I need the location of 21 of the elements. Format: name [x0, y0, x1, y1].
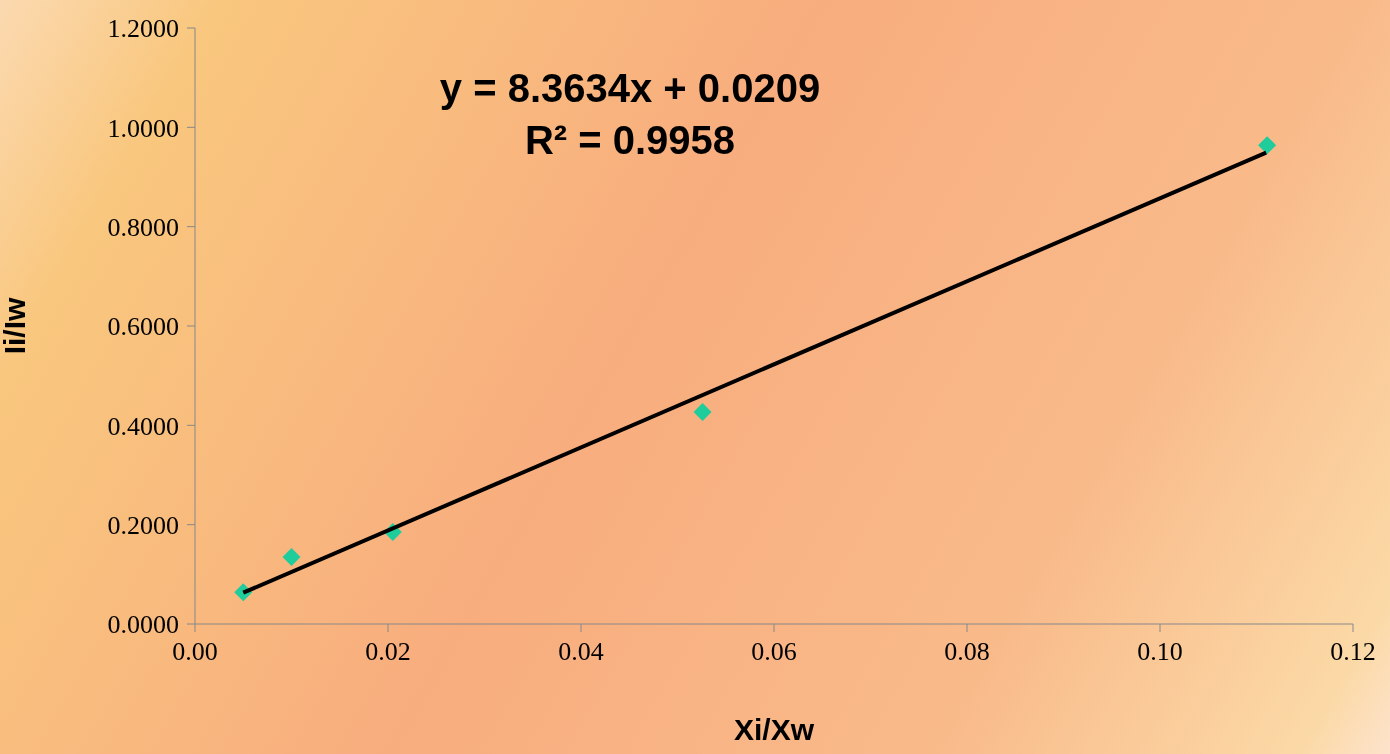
x-axis-title: Xi/Xw: [733, 713, 815, 746]
point: [1258, 136, 1277, 155]
y-tick-label: 1.2000: [107, 14, 179, 44]
y-tick-label: 0.6000: [107, 312, 179, 342]
x-tick-label: 0.04: [558, 637, 604, 667]
y-tick-label: 1.0000: [107, 113, 179, 143]
y-tick-label: 0.0000: [107, 610, 179, 640]
annotation: y = 8.3634x + 0.0209: [438, 65, 822, 112]
x-tick-label: 0.06: [751, 637, 797, 667]
x-tick-label: 0.02: [365, 637, 411, 667]
y-tick-label: 0.4000: [107, 411, 179, 441]
x-tick-label: 0.08: [944, 637, 990, 667]
annotation: R² = 0.9958: [523, 117, 737, 164]
x-tick-label: 0.10: [1137, 637, 1183, 667]
x-tick-label: 0.00: [172, 637, 218, 667]
point: [693, 402, 712, 421]
y-tick-label: 0.8000: [107, 212, 179, 242]
x-tick-label: 0.12: [1330, 637, 1376, 667]
y-tick-label: 0.2000: [107, 510, 179, 540]
y-axis-title: Ii/Iw: [0, 297, 31, 355]
point: [282, 547, 301, 566]
